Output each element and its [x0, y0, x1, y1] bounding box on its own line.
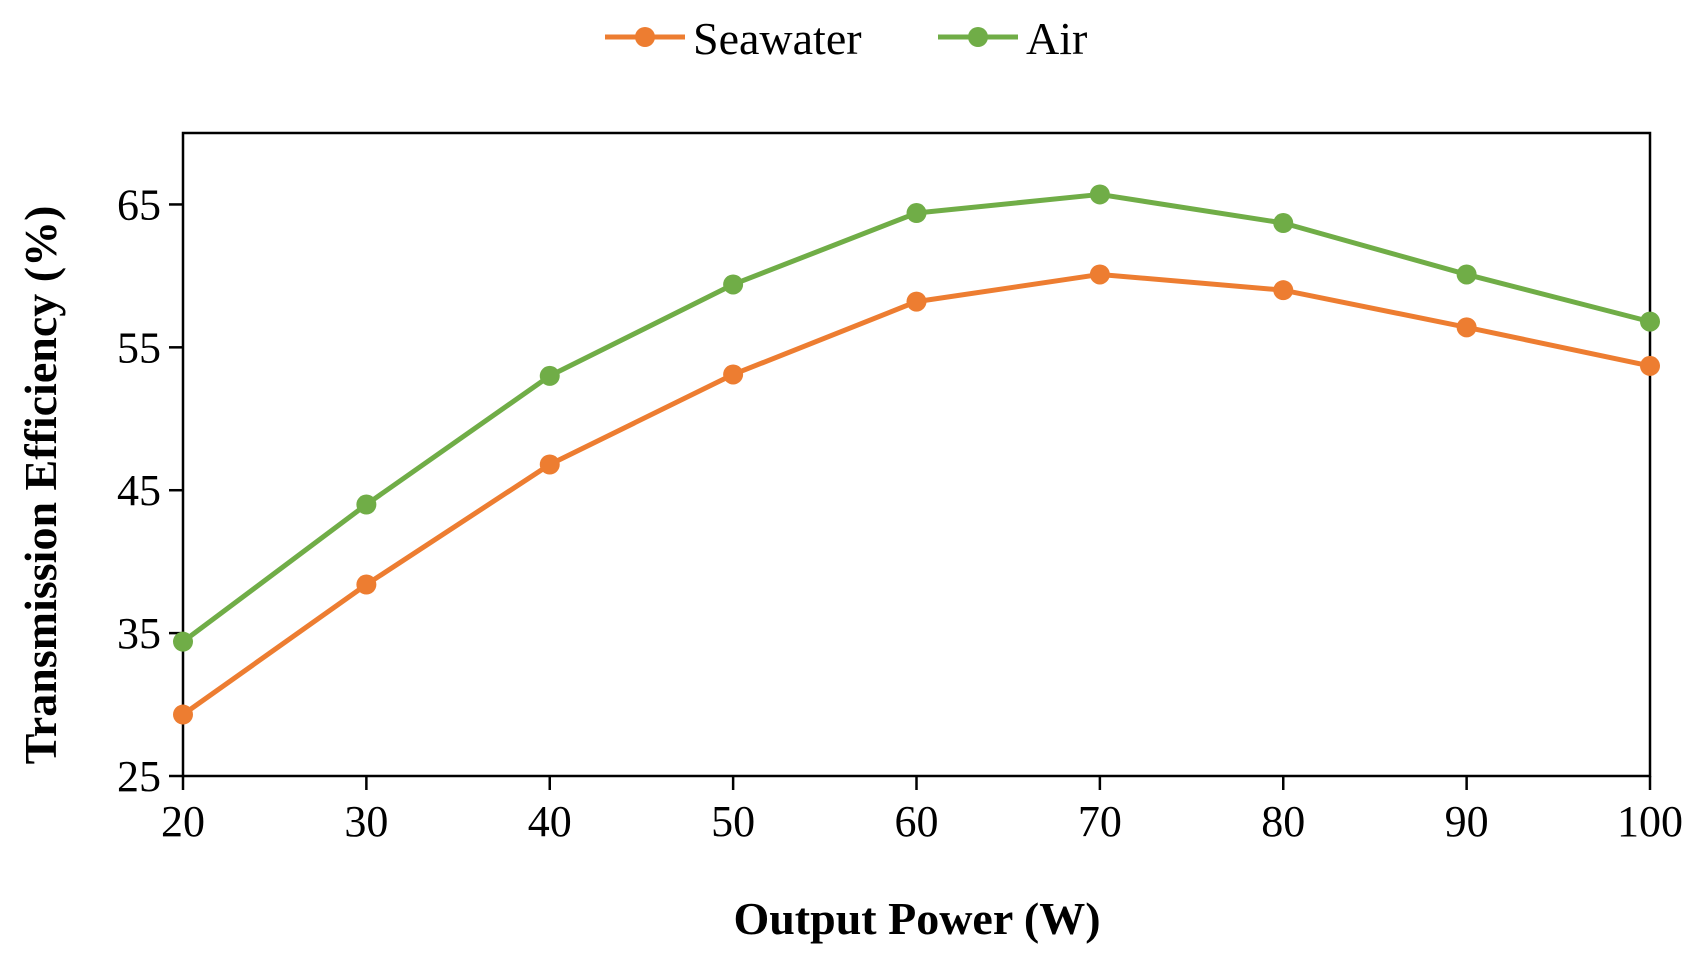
legend-seawater-label: Seawater [693, 13, 862, 64]
series-seawater [173, 264, 1660, 725]
data-point-air [1089, 184, 1110, 205]
data-point-air [1640, 311, 1660, 332]
data-point-air [539, 365, 560, 386]
legend-air-marker [968, 27, 988, 47]
series-air [173, 184, 1660, 652]
data-point-seawater [906, 291, 927, 312]
x-tick-label: 40 [528, 797, 572, 846]
x-tick-label: 100 [1617, 797, 1683, 846]
data-point-seawater [356, 574, 377, 595]
data-point-air [906, 203, 927, 224]
data-point-air [1273, 213, 1294, 234]
data-point-seawater [723, 364, 744, 385]
x-tick-label: 80 [1261, 797, 1305, 846]
x-axis-title: Output Power (W) [733, 893, 1100, 944]
x-tick-label: 60 [895, 797, 939, 846]
series-line-air [181, 191, 1651, 644]
y-tick-label: 25 [117, 752, 161, 801]
x-tick-label: 90 [1445, 797, 1489, 846]
x-tick-label: 20 [161, 797, 205, 846]
series-line-seawater [181, 271, 1651, 717]
data-point-air [723, 274, 744, 295]
y-axis: 25 35 45 55 65 [117, 180, 183, 801]
series-layer [173, 184, 1660, 725]
data-point-seawater [1273, 280, 1294, 301]
y-axis-title: Transmission Efficiency (%) [15, 206, 66, 765]
y-tick-label: 65 [117, 180, 161, 229]
data-point-seawater [1089, 264, 1110, 285]
legend-air-label: Air [1026, 13, 1087, 64]
y-tick-label: 35 [117, 609, 161, 658]
data-point-seawater [1456, 317, 1477, 338]
data-point-air [173, 631, 193, 652]
x-tick-label: 30 [344, 797, 388, 846]
data-point-seawater [173, 704, 193, 725]
data-point-air [356, 494, 377, 515]
x-axis: 20 30 40 50 60 70 80 90 100 [161, 776, 1683, 846]
data-point-seawater [1640, 355, 1660, 376]
data-point-air [1456, 264, 1477, 285]
x-tick-label: 70 [1078, 797, 1122, 846]
legend-seawater-marker [635, 27, 655, 47]
y-tick-label: 55 [117, 323, 161, 372]
data-point-seawater [539, 454, 560, 475]
x-tick-label: 50 [711, 797, 755, 846]
plot-area [181, 131, 1652, 778]
y-tick-label: 45 [117, 466, 161, 515]
legend: Seawater Air [605, 13, 1087, 64]
